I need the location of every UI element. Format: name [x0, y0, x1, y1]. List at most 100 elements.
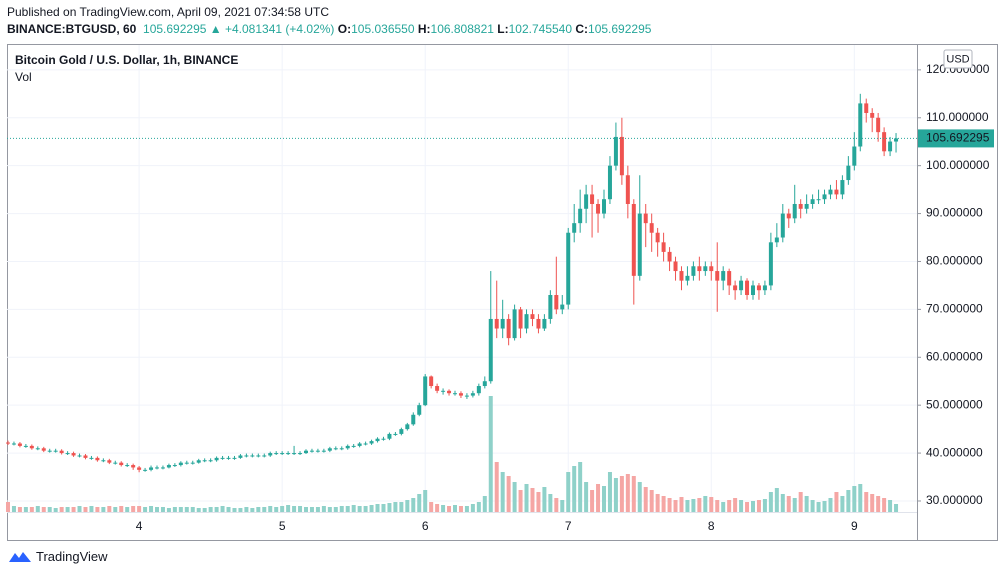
candle-body — [17, 443, 22, 446]
symbol: BINANCE:BTGUSD, 60 — [7, 22, 137, 36]
c-value: 105.692295 — [588, 22, 652, 36]
candle-body — [727, 271, 732, 286]
candle-body — [530, 314, 535, 319]
candle-body — [709, 266, 714, 272]
candle-body — [447, 390, 452, 394]
volume-bar — [286, 505, 291, 512]
volume-bar — [685, 500, 690, 512]
candle-body — [536, 318, 541, 329]
volume-bar — [667, 498, 672, 512]
volume-bar — [679, 497, 684, 512]
candle-body — [286, 453, 291, 455]
candle-body — [423, 376, 428, 406]
candle-body — [476, 386, 481, 394]
currency: USD — [946, 53, 969, 65]
volume-bar — [208, 507, 213, 512]
candle-body — [470, 393, 475, 396]
last-price-box — [918, 129, 994, 148]
volume-bar — [804, 496, 809, 512]
volume-bar — [858, 484, 863, 512]
candle-body — [464, 395, 469, 397]
volume-bar — [500, 472, 505, 512]
candle-body — [280, 453, 285, 455]
candle-body — [554, 295, 559, 310]
volume-bar — [375, 504, 380, 512]
candle-body — [71, 453, 76, 456]
candle-body — [602, 199, 606, 214]
candle-body — [596, 203, 601, 214]
candle-body — [792, 203, 797, 219]
candle-body — [834, 189, 839, 195]
candle-body — [679, 271, 684, 281]
volume-bar — [47, 507, 52, 512]
last-price-label: 105.692295 — [926, 131, 990, 145]
candle-body — [685, 275, 690, 281]
candle-body — [113, 462, 118, 464]
y-tick-label: 90.000000 — [926, 206, 983, 220]
candle-body — [399, 429, 404, 434]
volume-bar — [363, 506, 368, 512]
volume-bar — [870, 494, 875, 512]
candle-body — [840, 180, 845, 195]
volume-bar — [292, 506, 297, 512]
volume-bar — [649, 490, 654, 512]
volume-bar — [178, 507, 183, 512]
volume-bar — [822, 501, 827, 512]
candle-body — [357, 443, 362, 446]
volume-bar — [476, 502, 481, 512]
candle-body — [321, 450, 326, 452]
volume-bar — [798, 492, 803, 512]
volume-bar — [613, 478, 618, 512]
candle-body — [786, 213, 791, 219]
volume-bar — [250, 508, 255, 512]
volume-bar — [673, 500, 678, 512]
candle-body — [453, 393, 457, 395]
volume-bar — [488, 396, 493, 512]
candle-body — [393, 433, 398, 435]
candle-body — [375, 438, 380, 442]
candle-body — [613, 136, 618, 166]
candle-body — [864, 103, 869, 113]
price: 105.692295 — [143, 22, 207, 36]
candle-body — [768, 242, 773, 286]
volume-bar — [149, 506, 154, 512]
y-tick-label: 120.000000 — [926, 62, 990, 76]
volume-bar — [888, 500, 893, 512]
volume-bar — [733, 498, 738, 512]
candle-body — [816, 199, 821, 201]
candle-body — [512, 309, 517, 339]
candle-body — [345, 445, 350, 449]
volume-bar — [852, 486, 857, 512]
x-tick-label: 6 — [422, 519, 429, 533]
chart-title: Bitcoin Gold / U.S. Dollar, 1h, BINANCE — [15, 53, 238, 67]
candle-body — [47, 450, 52, 452]
volume-bar — [602, 486, 606, 512]
candle-body — [184, 462, 189, 464]
volume-bar — [315, 507, 320, 512]
volume-bar — [643, 487, 648, 512]
volume-bar — [41, 507, 46, 512]
candle-body — [327, 448, 332, 451]
candle-body — [894, 138, 899, 142]
volume-bar — [59, 507, 64, 512]
candle-body — [244, 455, 249, 457]
candle-body — [107, 460, 112, 463]
volume-bar — [268, 506, 273, 512]
candle-body — [11, 443, 16, 445]
chart-frame — [7, 44, 998, 541]
candle-body — [673, 261, 678, 272]
candle-body — [458, 393, 463, 396]
volume-bar — [23, 507, 28, 512]
h-label: H: — [417, 22, 431, 36]
volume-bar — [548, 494, 553, 512]
volume-bar — [405, 500, 410, 512]
volume-bar — [756, 500, 761, 512]
candle-body — [542, 318, 547, 329]
volume-bar — [596, 484, 601, 512]
logo — [9, 551, 31, 562]
volume-bar — [506, 476, 511, 512]
candle-body — [494, 318, 499, 329]
candle-body — [155, 467, 159, 469]
candle-body — [661, 242, 666, 252]
